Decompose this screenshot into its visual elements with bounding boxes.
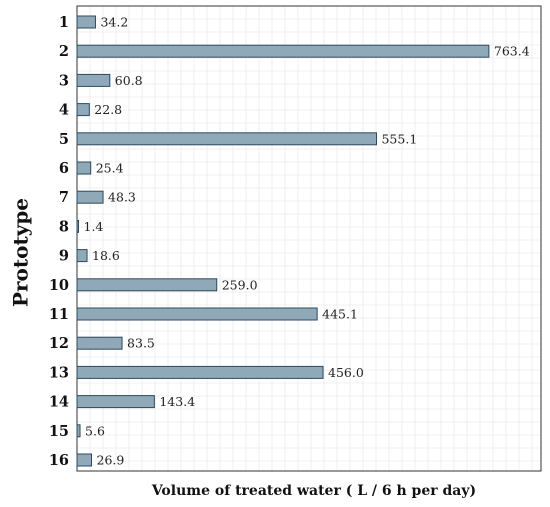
bar-prototype-6 (76, 161, 92, 175)
y-tick-label-3: 3 (59, 72, 69, 89)
bar-prototype-11 (76, 307, 318, 321)
y-tick-label-14: 14 (49, 394, 69, 411)
y-tick-label-16: 16 (49, 452, 69, 469)
bar-prototype-3 (76, 73, 111, 87)
bar-prototype-10 (76, 278, 218, 292)
y-tick-label-8: 8 (59, 218, 69, 235)
data-label-prototype-10: 259.0 (222, 277, 258, 292)
y-tick-label-10: 10 (49, 277, 69, 294)
data-label-prototype-15: 5.6 (85, 423, 105, 438)
data-label-prototype-7: 48.3 (108, 190, 136, 205)
data-label-prototype-1: 34.2 (100, 15, 128, 30)
bar-prototype-4 (76, 103, 90, 117)
y-tick-label-1: 1 (59, 14, 69, 31)
y-tick-label-15: 15 (49, 423, 69, 440)
grid (77, 6, 541, 471)
y-tick-label-5: 5 (59, 131, 69, 148)
y-tick-label-6: 6 (59, 160, 69, 177)
y-tick-label-9: 9 (59, 248, 69, 265)
y-tick-label-12: 12 (49, 335, 69, 352)
bar-prototype-16 (76, 453, 93, 467)
y-tick-label-7: 7 (59, 189, 69, 206)
bar-prototype-8 (76, 219, 79, 233)
data-label-prototype-12: 83.5 (127, 336, 155, 351)
data-label-prototype-14: 143.4 (159, 394, 195, 409)
bar-prototype-15 (76, 424, 81, 438)
data-label-prototype-11: 445.1 (322, 307, 358, 322)
data-label-prototype-8: 1.4 (84, 219, 104, 234)
x-axis-title: Volume of treated water ( L / 6 h per da… (151, 483, 476, 499)
data-label-prototype-13: 456.0 (328, 365, 364, 380)
data-label-prototype-2: 763.4 (494, 44, 530, 59)
data-labels: 34.2 763.4 60.8 22.8 555.1 25.4 48.3 1.4 18.6 259… (84, 15, 530, 468)
bar-prototype-13 (76, 365, 324, 379)
bar-prototype-9 (76, 249, 88, 263)
data-label-prototype-6: 25.4 (96, 161, 124, 176)
data-label-prototype-3: 60.8 (115, 73, 143, 88)
data-label-prototype-5: 555.1 (381, 131, 417, 146)
plot-area-frame (76, 5, 542, 472)
y-tick-label-2: 2 (59, 43, 69, 60)
y-tick-label-4: 4 (59, 102, 69, 119)
bar-prototype-14 (76, 395, 155, 409)
bar-prototype-5 (76, 132, 377, 146)
y-tick-label-13: 13 (49, 364, 69, 381)
y-axis-title: Prototype (9, 198, 33, 307)
y-tick-label-11: 11 (49, 306, 69, 323)
bars (76, 15, 490, 467)
data-label-prototype-16: 26.9 (97, 453, 125, 468)
data-label-prototype-9: 18.6 (92, 248, 120, 263)
bar-prototype-7 (76, 190, 104, 204)
bar-prototype-1 (76, 15, 96, 29)
bar-prototype-12 (76, 336, 123, 350)
bar-prototype-2 (76, 44, 490, 58)
data-label-prototype-4: 22.8 (94, 102, 122, 117)
